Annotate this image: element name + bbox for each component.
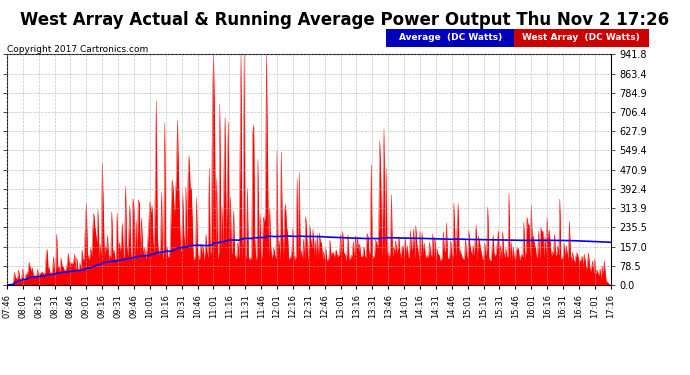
Text: Average  (DC Watts): Average (DC Watts): [399, 33, 502, 42]
Text: West Array Actual & Running Average Power Output Thu Nov 2 17:26: West Array Actual & Running Average Powe…: [21, 11, 669, 29]
Text: West Array  (DC Watts): West Array (DC Watts): [522, 33, 640, 42]
Text: Copyright 2017 Cartronics.com: Copyright 2017 Cartronics.com: [7, 45, 148, 54]
